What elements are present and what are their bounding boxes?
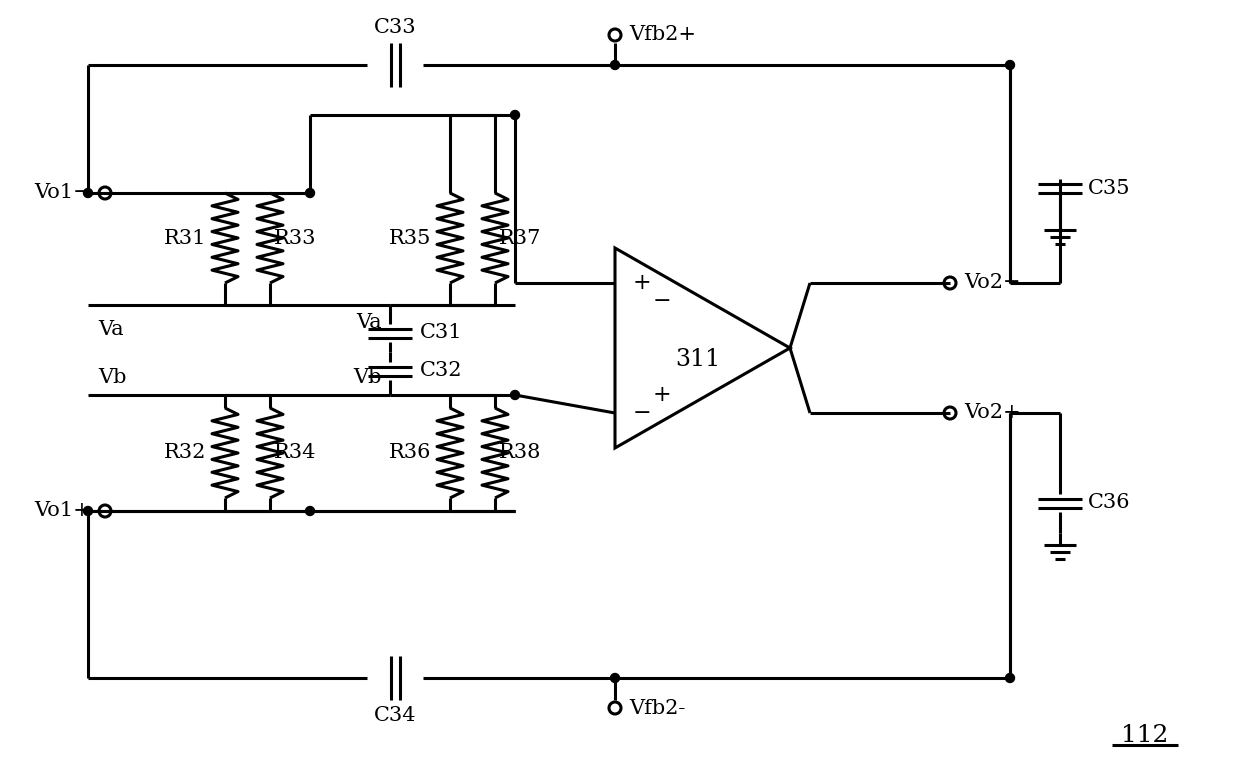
- Circle shape: [511, 391, 520, 399]
- Text: R32: R32: [164, 443, 206, 463]
- Text: R33: R33: [274, 229, 316, 247]
- Text: Vo2+: Vo2+: [963, 403, 1021, 423]
- Text: C34: C34: [373, 706, 417, 725]
- Circle shape: [305, 507, 315, 515]
- Text: Vo2−: Vo2−: [963, 273, 1021, 293]
- Text: 112: 112: [1121, 723, 1168, 746]
- Text: Vfb2+: Vfb2+: [629, 26, 696, 45]
- Circle shape: [1006, 60, 1014, 70]
- Circle shape: [1006, 673, 1014, 683]
- Text: R34: R34: [274, 443, 316, 463]
- Text: −: −: [653, 290, 672, 312]
- Circle shape: [83, 507, 93, 515]
- Text: Vb: Vb: [98, 368, 126, 387]
- Text: Vo1−: Vo1−: [35, 183, 91, 203]
- Text: C35: C35: [1087, 179, 1131, 197]
- Text: Vfb2-: Vfb2-: [629, 698, 686, 717]
- Text: 311: 311: [675, 348, 720, 371]
- Text: +: +: [632, 272, 652, 294]
- Text: R37: R37: [498, 229, 542, 247]
- Text: Vb: Vb: [353, 368, 382, 387]
- Text: C36: C36: [1087, 493, 1131, 513]
- Text: Va: Va: [356, 313, 382, 332]
- Text: C33: C33: [373, 18, 417, 37]
- Circle shape: [610, 673, 620, 683]
- Circle shape: [511, 110, 520, 120]
- Text: C31: C31: [420, 323, 463, 342]
- Circle shape: [610, 60, 620, 70]
- Circle shape: [305, 189, 315, 197]
- Text: C32: C32: [420, 362, 463, 381]
- Text: R31: R31: [164, 229, 206, 247]
- Text: +: +: [653, 384, 672, 406]
- Text: R36: R36: [388, 443, 432, 463]
- Text: −: −: [632, 402, 652, 424]
- Text: R38: R38: [498, 443, 542, 463]
- Text: Va: Va: [98, 320, 124, 339]
- Text: Vo1+: Vo1+: [35, 501, 91, 521]
- Text: R35: R35: [388, 229, 432, 247]
- Circle shape: [83, 189, 93, 197]
